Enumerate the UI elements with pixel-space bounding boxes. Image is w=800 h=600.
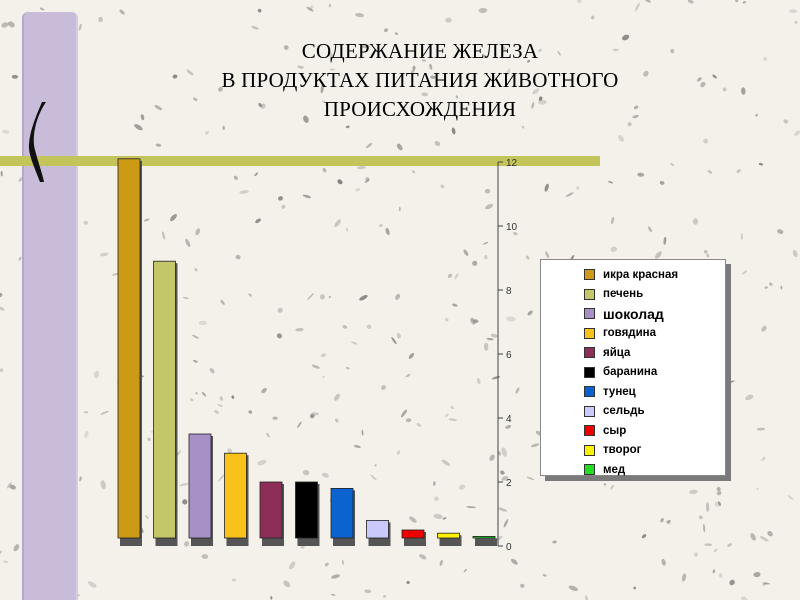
legend-swatch <box>584 269 595 281</box>
bar-5 <box>259 481 284 546</box>
title-line-1: СОДЕРЖАНИЕ ЖЕЛЕЗА <box>301 39 539 63</box>
bar-fill <box>259 481 283 539</box>
y-tick-label: 8 <box>506 286 512 297</box>
bar-shadow <box>475 538 497 546</box>
legend-swatch <box>584 327 595 339</box>
decorative-green-line <box>0 156 600 166</box>
bar-fill <box>401 529 425 539</box>
legend-item: печень <box>541 285 725 305</box>
legend-label: творог <box>603 444 642 457</box>
legend-item: сыр <box>541 421 725 441</box>
bar-11 <box>472 536 497 546</box>
legend-label: икра красная <box>603 268 679 281</box>
legend-item: мед <box>541 460 725 480</box>
legend-swatch <box>584 405 595 417</box>
decorative-purple-strip <box>22 12 78 600</box>
bar-8 <box>366 520 391 546</box>
legend-swatch <box>584 308 595 320</box>
legend-swatch <box>584 347 595 359</box>
y-tick-label: 6 <box>506 350 512 361</box>
legend-item: икра красная <box>541 265 725 285</box>
legend-item: говядина <box>541 324 725 344</box>
legend-label: печень <box>603 288 644 301</box>
bracket-icon <box>28 102 46 182</box>
bar-6 <box>295 481 320 546</box>
legend-label: сыр <box>603 424 627 437</box>
legend-item: яйца <box>541 343 725 363</box>
y-tick-label: 0 <box>506 542 512 553</box>
bar-fill <box>437 532 460 539</box>
legend-label: шоколад <box>603 305 664 322</box>
bar-fill <box>295 481 318 539</box>
bar-10 <box>437 532 462 546</box>
bar-shadow <box>439 535 462 546</box>
legend-label: яйца <box>603 346 631 359</box>
legend-item: шоколад <box>541 304 725 324</box>
legend-label: мед <box>603 463 626 476</box>
bar-fill <box>188 433 212 539</box>
legend-item: тунец <box>541 382 725 402</box>
slide-title: СОДЕРЖАНИЕ ЖЕЛЕЗА В ПРОДУКТАХ ПИТАНИЯ ЖИ… <box>160 37 680 124</box>
y-tick-label: 12 <box>506 158 518 169</box>
legend-label: сельдь <box>603 405 645 418</box>
bar-7 <box>330 487 355 546</box>
legend-swatch <box>584 288 595 300</box>
legend-item: творог <box>541 441 725 461</box>
bar-fill <box>366 520 389 539</box>
legend-swatch <box>584 464 595 476</box>
bar-fill <box>153 260 176 539</box>
y-tick-label: 4 <box>506 414 512 425</box>
legend-swatch <box>584 425 595 437</box>
legend-item: баранина <box>541 363 725 383</box>
bar-fill <box>472 536 496 539</box>
bar-3 <box>188 433 213 546</box>
y-tick-label: 2 <box>506 478 512 489</box>
legend-swatch <box>584 444 595 456</box>
title-line-2: В ПРОДУКТАХ ПИТАНИЯ ЖИВОТНОГО <box>221 68 619 92</box>
bar-fill <box>117 158 141 539</box>
y-tick-label: 10 <box>506 222 518 233</box>
legend-label: тунец <box>603 385 636 398</box>
legend-item: сельдь <box>541 402 725 422</box>
legend-label: говядина <box>603 327 657 340</box>
title-line-3: ПРОИСХОЖДЕНИЯ <box>323 97 517 121</box>
bar-fill <box>330 487 354 539</box>
bar-1 <box>117 158 142 547</box>
chart-legend: икра красная печень шоколад говядина яйца бар… <box>540 259 726 476</box>
legend-label: баранина <box>603 366 658 379</box>
bar-9 <box>401 529 426 546</box>
bar-4 <box>224 452 249 546</box>
bar-fill <box>224 452 247 539</box>
legend-swatch <box>584 386 595 398</box>
legend-swatch <box>584 366 595 378</box>
bar-2 <box>153 260 178 546</box>
